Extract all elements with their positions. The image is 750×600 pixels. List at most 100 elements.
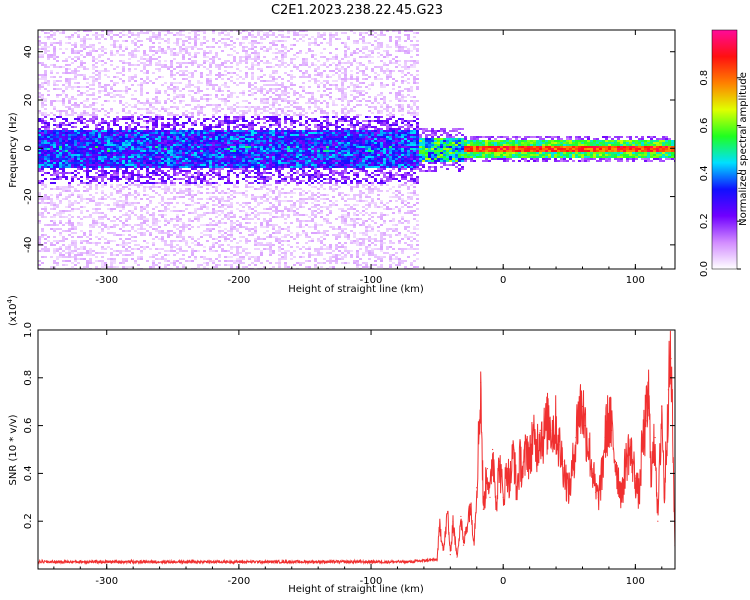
- heatmap-cell: [239, 138, 242, 140]
- heatmap-cell: [200, 48, 203, 50]
- heatmap-cell: [104, 38, 107, 40]
- heatmap-cell: [59, 88, 62, 90]
- heatmap-cell: [203, 60, 206, 62]
- heatmap-cell: [47, 146, 50, 148]
- heatmap-cell: [68, 214, 71, 216]
- heatmap-cell: [62, 250, 65, 252]
- heatmap-cell: [116, 224, 119, 226]
- heatmap-cell: [233, 58, 236, 60]
- heatmap-cell: [224, 152, 227, 154]
- heatmap-cell: [209, 104, 212, 106]
- heatmap-cell: [251, 124, 254, 126]
- heatmap-cell: [179, 136, 182, 138]
- heatmap-cell: [152, 34, 155, 36]
- heatmap-cell: [116, 164, 119, 166]
- heatmap-cell: [83, 74, 86, 76]
- heatmap-cell: [164, 140, 167, 142]
- heatmap-cell: [260, 222, 263, 224]
- heatmap-cell: [227, 66, 230, 68]
- heatmap-cell: [122, 262, 125, 264]
- heatmap-cell: [212, 156, 215, 158]
- heatmap-cell: [95, 184, 98, 186]
- heatmap-cell: [269, 176, 272, 178]
- heatmap-cell: [257, 56, 260, 58]
- heatmap-cell: [77, 36, 80, 38]
- heatmap-cell: [53, 178, 56, 180]
- heatmap-cell: [44, 166, 47, 168]
- heatmap-cell: [161, 138, 164, 140]
- heatmap-cell: [167, 230, 170, 232]
- heatmap-cell: [92, 34, 95, 36]
- heatmap-cell: [218, 144, 221, 146]
- heatmap-cell: [104, 74, 107, 76]
- heatmap-cell: [38, 154, 41, 156]
- heatmap-cell: [56, 174, 59, 176]
- heatmap-cell: [263, 38, 266, 40]
- heatmap-cell: [92, 112, 95, 114]
- heatmap-cell: [92, 122, 95, 124]
- heatmap-cell: [74, 202, 77, 204]
- heatmap-cell: [92, 164, 95, 166]
- heatmap-cell: [275, 212, 278, 214]
- heatmap-cell: [275, 72, 278, 74]
- heatmap-cell: [254, 206, 257, 208]
- heatmap-cell: [68, 36, 71, 38]
- heatmap-cell: [101, 86, 104, 88]
- heatmap-cell: [119, 192, 122, 194]
- heatmap-cell: [56, 132, 59, 134]
- heatmap-cell: [209, 164, 212, 166]
- heatmap-cell: [167, 176, 170, 178]
- heatmap-cell: [92, 58, 95, 60]
- heatmap-cell: [245, 144, 248, 146]
- heatmap-cell: [272, 160, 275, 162]
- heatmap-cell: [272, 116, 275, 118]
- heatmap-cell: [116, 184, 119, 186]
- heatmap-cell: [185, 174, 188, 176]
- heatmap-cell: [176, 140, 179, 142]
- heatmap-cell: [53, 106, 56, 108]
- heatmap-cell: [44, 172, 47, 174]
- heatmap-cell: [149, 60, 152, 62]
- heatmap-cell: [128, 162, 131, 164]
- heatmap-cell: [218, 156, 221, 158]
- heatmap-cell: [221, 204, 224, 206]
- heatmap-cell: [164, 52, 167, 54]
- heatmap-cell: [74, 52, 77, 54]
- heatmap-cell: [101, 138, 104, 140]
- heatmap-cell: [122, 162, 125, 164]
- heatmap-cell: [95, 244, 98, 246]
- heatmap-cell: [119, 128, 122, 130]
- heatmap-cell: [269, 116, 272, 118]
- heatmap-cell: [197, 82, 200, 84]
- heatmap-cell: [44, 32, 47, 34]
- heatmap-cell: [44, 42, 47, 44]
- heatmap-cell: [266, 226, 269, 228]
- heatmap-cell: [131, 116, 134, 118]
- heatmap-cell: [209, 160, 212, 162]
- heatmap-cell: [86, 46, 89, 48]
- heatmap-cell: [131, 134, 134, 136]
- heatmap-cell: [251, 116, 254, 118]
- heatmap-cell: [269, 30, 272, 32]
- heatmap-cell: [212, 144, 215, 146]
- heatmap-cell: [101, 146, 104, 148]
- heatmap-cell: [56, 160, 59, 162]
- heatmap-cell: [182, 160, 185, 162]
- heatmap-cell: [164, 138, 167, 140]
- heatmap-cell: [167, 250, 170, 252]
- heatmap-cell: [65, 60, 68, 62]
- heatmap-cell: [59, 252, 62, 254]
- heatmap-cell: [176, 224, 179, 226]
- heatmap-cell: [257, 160, 260, 162]
- heatmap-cell: [230, 140, 233, 142]
- heatmap-cell: [107, 112, 110, 114]
- heatmap-cell: [140, 56, 143, 58]
- heatmap-cell: [116, 120, 119, 122]
- heatmap-cell: [131, 34, 134, 36]
- heatmap-cell: [92, 134, 95, 136]
- heatmap-cell: [56, 188, 59, 190]
- heatmap-cell: [71, 126, 74, 128]
- heatmap-cell: [176, 210, 179, 212]
- heatmap-cell: [119, 90, 122, 92]
- heatmap-cell: [221, 200, 224, 202]
